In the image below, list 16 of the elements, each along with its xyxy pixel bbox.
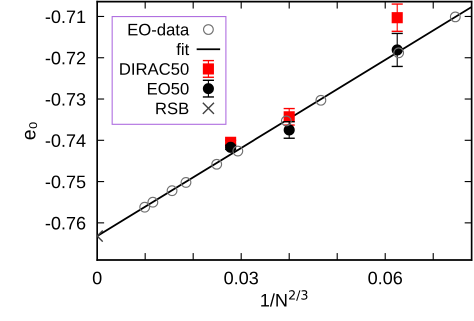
y-tick-label: -0.76 [46, 216, 86, 230]
y-tick-label: -0.73 [46, 92, 86, 106]
y-tick-label: -0.71 [46, 10, 86, 24]
x-tick-label: 0.03 [224, 272, 258, 284]
x-tick-label: 0.06 [368, 272, 402, 284]
legend-label: fit [176, 42, 190, 56]
legend-label: RSB [156, 102, 188, 114]
legend-label: EO50 [148, 82, 189, 95]
y-tick-label: -0.72 [46, 52, 86, 64]
legend-label: EO-data [128, 23, 190, 36]
y-tick-label: -0.75 [46, 176, 86, 188]
y-tick-label: -0.74 [46, 134, 86, 148]
y-axis-title: e₀ [24, 122, 38, 140]
x-tick-label: 0 [92, 272, 102, 284]
legend-label: DIRAC50 [120, 63, 189, 75]
x-axis-title: 1/N$^{2/3}$ [261, 290, 308, 307]
